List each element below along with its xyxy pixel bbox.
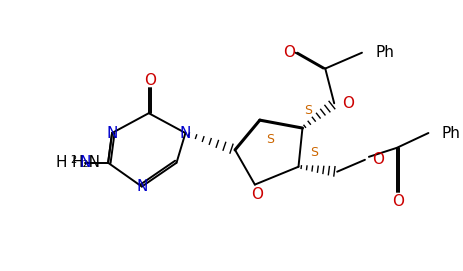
Text: S: S	[266, 133, 274, 146]
Text: H: H	[56, 155, 68, 170]
Text: Ph: Ph	[441, 125, 460, 141]
Text: N: N	[80, 155, 91, 170]
Text: O: O	[342, 96, 354, 111]
Text: O: O	[251, 187, 263, 202]
Text: 2: 2	[70, 155, 76, 165]
Text: O: O	[372, 152, 384, 167]
Text: S: S	[310, 146, 319, 159]
Text: H₂N: H₂N	[71, 155, 100, 170]
Text: S: S	[304, 104, 313, 117]
Text: N: N	[180, 125, 191, 141]
Text: O: O	[144, 73, 156, 88]
Text: N: N	[136, 179, 148, 194]
Text: N: N	[106, 125, 118, 141]
Text: O: O	[392, 194, 404, 209]
Text: Ph: Ph	[376, 45, 395, 60]
Text: O: O	[283, 45, 295, 60]
